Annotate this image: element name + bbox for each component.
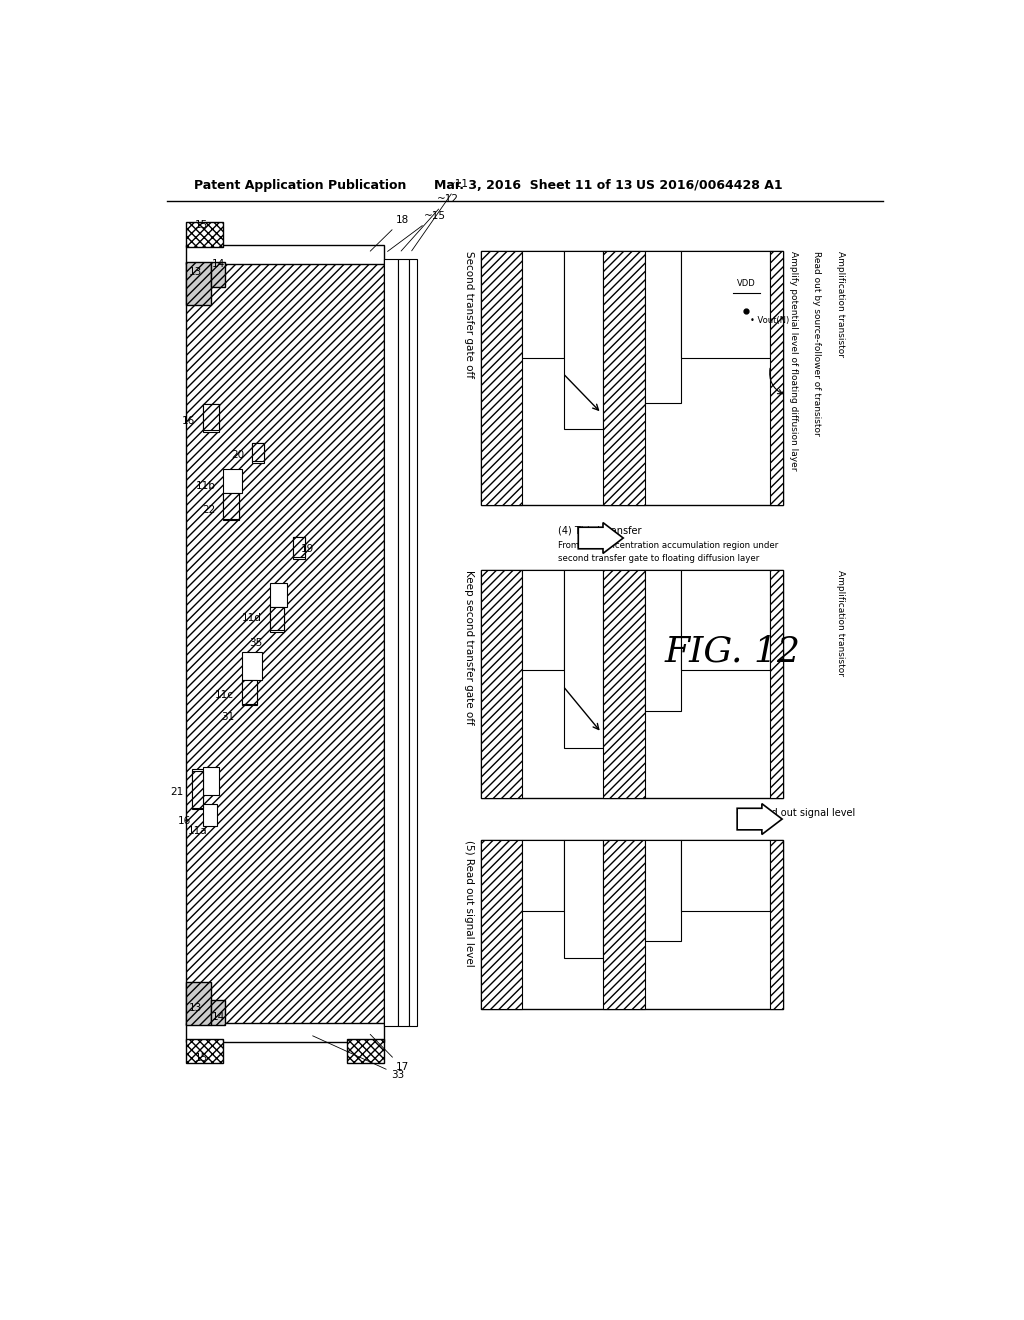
Bar [203, 804, 217, 826]
Text: 11c: 11c [215, 690, 234, 700]
Bar [186, 263, 211, 305]
Bar [346, 1039, 384, 1063]
Bar [480, 570, 783, 797]
Text: (4) Third transfer: (4) Third transfer [558, 525, 642, 536]
Text: 35: 35 [249, 638, 262, 648]
Text: • Vout(N): • Vout(N) [750, 315, 788, 325]
Bar [193, 771, 203, 808]
Text: ~15: ~15 [387, 211, 446, 251]
Text: Keep second transfer gate off: Keep second transfer gate off [465, 570, 474, 725]
Text: Amplify potential level of floating diffusion layer: Amplify potential level of floating diff… [790, 251, 798, 470]
Text: Read out by source-follower of transistor: Read out by source-follower of transisto… [812, 251, 821, 436]
Bar [193, 770, 203, 809]
Text: 15: 15 [195, 220, 208, 231]
Bar [681, 840, 770, 911]
Bar [242, 681, 257, 704]
Text: Second transfer gate off: Second transfer gate off [465, 251, 474, 378]
Bar [186, 1039, 223, 1063]
Bar [186, 982, 211, 1024]
Bar [203, 404, 219, 432]
Text: 18: 18 [371, 215, 409, 251]
Text: 14: 14 [212, 259, 225, 269]
Bar [211, 263, 225, 286]
Text: VDD: VDD [737, 279, 756, 288]
Bar [186, 263, 384, 1024]
Text: 19: 19 [301, 544, 314, 554]
Text: 31: 31 [221, 711, 234, 722]
Bar [223, 469, 242, 494]
Bar [480, 840, 522, 1010]
Bar [270, 607, 284, 631]
Bar [603, 570, 645, 797]
Text: 15: 15 [195, 1053, 208, 1063]
Text: ~12: ~12 [401, 194, 459, 251]
Bar [645, 840, 681, 941]
Polygon shape [737, 804, 782, 834]
Bar [522, 570, 564, 671]
Bar [223, 492, 239, 520]
Bar [522, 840, 564, 911]
Text: ~11: ~11 [412, 178, 469, 251]
Bar [270, 607, 284, 632]
Text: (5) Read out signal level: (5) Read out signal level [465, 840, 474, 966]
Text: 14: 14 [212, 1012, 225, 1022]
Bar [252, 442, 264, 461]
Bar [603, 251, 645, 506]
Bar [270, 583, 287, 607]
Text: FIG. 12: FIG. 12 [665, 634, 801, 668]
Text: 11d: 11d [243, 612, 262, 623]
Bar [681, 570, 770, 671]
Bar [564, 570, 603, 748]
Bar [242, 652, 262, 680]
Bar [293, 537, 305, 557]
Text: Amplification transistor: Amplification transistor [836, 570, 845, 676]
Bar [186, 246, 384, 264]
Text: 33: 33 [312, 1036, 404, 1080]
Bar [645, 570, 681, 711]
Bar [203, 767, 219, 795]
Text: From low concentration accumulation region under: From low concentration accumulation regi… [558, 541, 778, 550]
Text: 16: 16 [177, 816, 190, 825]
Bar [645, 251, 681, 404]
Bar [681, 251, 770, 358]
Bar [409, 259, 417, 1026]
Text: (5) Read out signal level: (5) Read out signal level [736, 808, 856, 818]
Text: 11a: 11a [188, 825, 208, 836]
Text: second transfer gate to floating diffusion layer: second transfer gate to floating diffusi… [558, 554, 760, 564]
Bar [480, 570, 522, 797]
Text: 13: 13 [188, 268, 202, 277]
Bar [564, 251, 603, 429]
Bar [186, 222, 223, 247]
Bar [223, 492, 239, 519]
Text: 16: 16 [182, 416, 196, 426]
Text: 11b: 11b [196, 480, 216, 491]
Text: 21: 21 [170, 787, 183, 797]
Text: 20: 20 [231, 450, 245, 459]
Bar [293, 537, 305, 558]
Text: US 2016/0064428 A1: US 2016/0064428 A1 [636, 178, 782, 191]
Text: 17: 17 [371, 1035, 409, 1072]
Text: 22: 22 [203, 506, 216, 515]
Bar [770, 251, 783, 506]
Bar [397, 259, 409, 1026]
Bar [564, 840, 603, 958]
Bar [770, 840, 783, 1010]
Bar [384, 259, 397, 1026]
Bar [211, 1001, 225, 1024]
Bar [252, 442, 264, 462]
Text: 13: 13 [188, 1003, 202, 1012]
Text: Patent Application Publication: Patent Application Publication [194, 178, 407, 191]
Bar [522, 251, 564, 358]
Bar [203, 404, 219, 430]
Bar [242, 681, 257, 705]
Text: Mar. 3, 2016  Sheet 11 of 13: Mar. 3, 2016 Sheet 11 of 13 [434, 178, 633, 191]
Bar [603, 840, 645, 1010]
Bar [770, 570, 783, 797]
Bar [186, 1023, 384, 1041]
Bar [480, 840, 783, 1010]
Bar [480, 251, 522, 506]
Bar [480, 251, 783, 506]
Text: Amplification transistor: Amplification transistor [836, 251, 845, 356]
Polygon shape [579, 523, 624, 553]
